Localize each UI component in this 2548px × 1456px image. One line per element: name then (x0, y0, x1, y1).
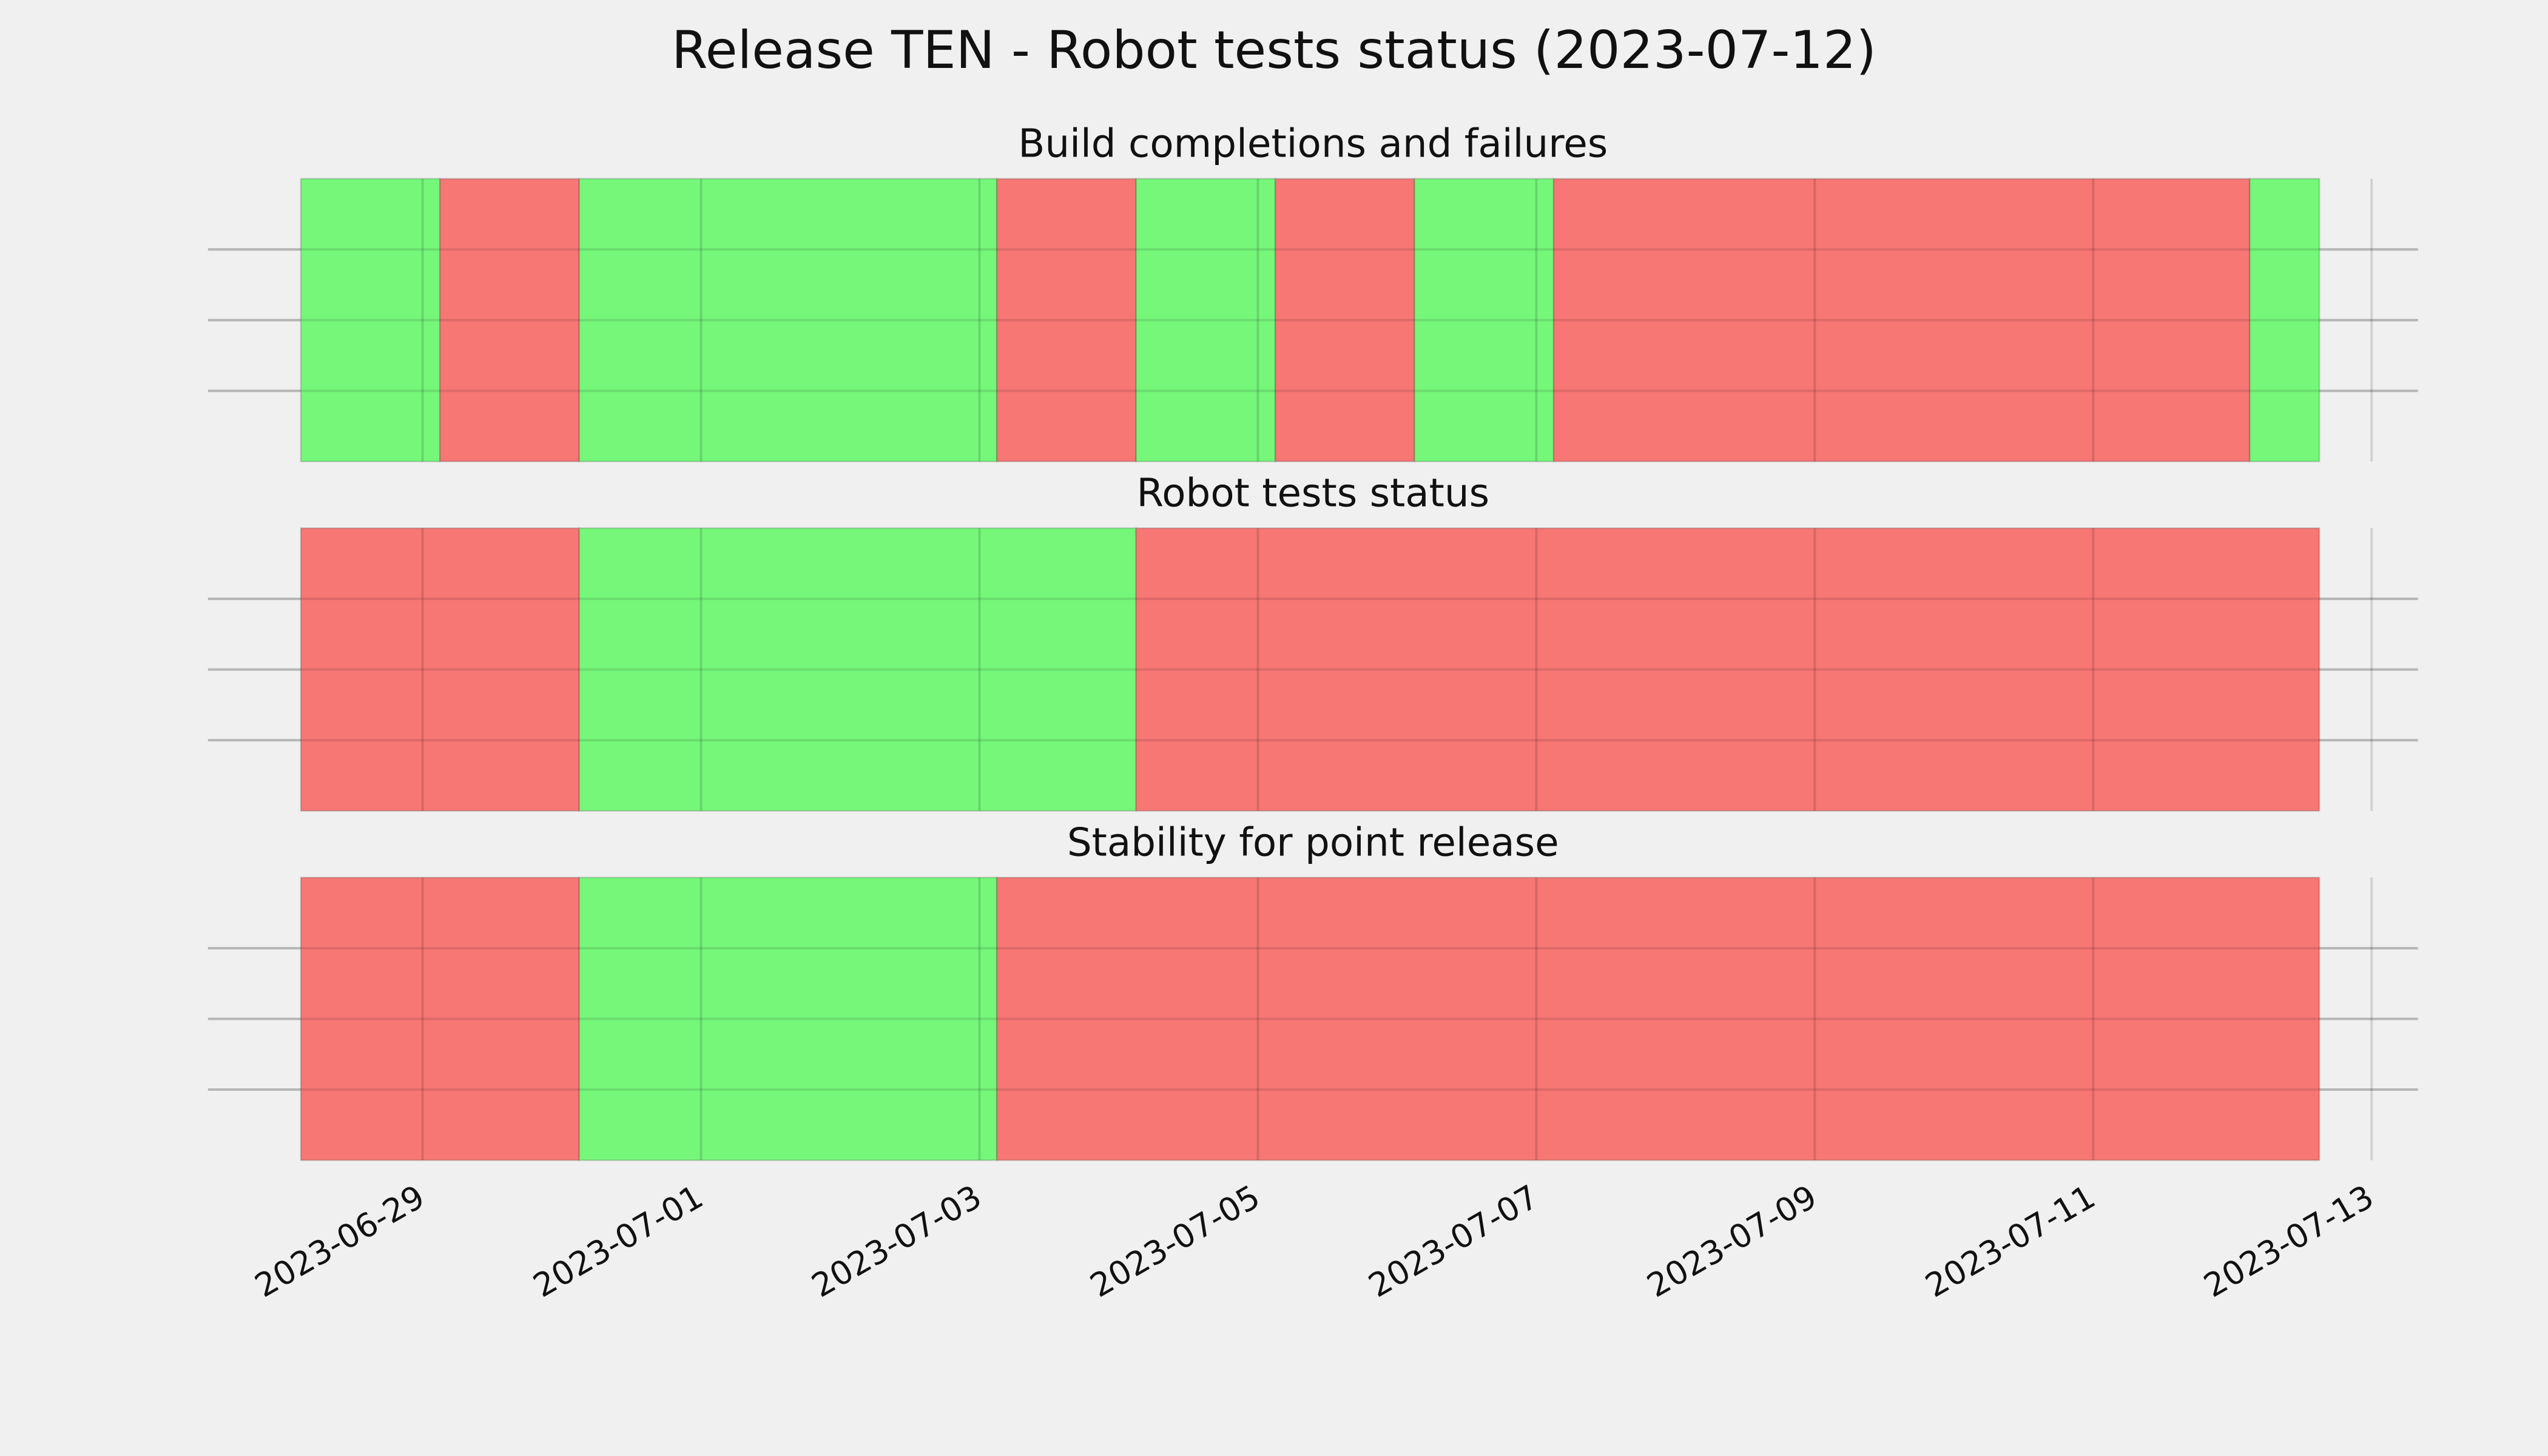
status-segment (996, 877, 2320, 1161)
status-segment (996, 178, 1138, 463)
panel-title: Stability for point release (1067, 820, 1559, 865)
status-segment (300, 178, 441, 463)
status-segment (1414, 178, 1555, 463)
status-segment (1135, 527, 2320, 812)
panel-title: Build completions and failures (1018, 121, 1608, 167)
status-segment (578, 178, 998, 463)
status-segment (1135, 178, 1276, 463)
status-segment (1274, 178, 1415, 463)
status-segment (578, 877, 998, 1161)
chart-title: Release TEN - Robot tests status (2023-0… (672, 20, 1876, 81)
panel-title: Robot tests status (1136, 471, 1489, 516)
status-segment (578, 527, 1138, 812)
status-segment (300, 527, 581, 812)
status-segment (1552, 178, 2251, 463)
status-segment (2249, 178, 2320, 463)
status-segment (300, 877, 581, 1161)
